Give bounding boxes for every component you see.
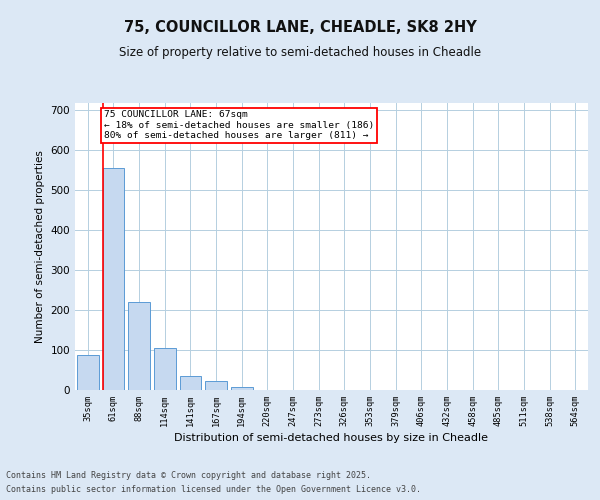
Bar [154, 348, 176, 390]
Text: 75 COUNCILLOR LANE: 67sqm
← 18% of semi-detached houses are smaller (186)
80% of: 75 COUNCILLOR LANE: 67sqm ← 18% of semi-… [104, 110, 374, 140]
Bar [128, 302, 150, 390]
Bar [205, 381, 227, 390]
Bar [103, 168, 124, 390]
X-axis label: Distribution of semi-detached houses by size in Cheadle: Distribution of semi-detached houses by … [175, 434, 488, 444]
Text: Contains public sector information licensed under the Open Government Licence v3: Contains public sector information licen… [6, 484, 421, 494]
Text: Size of property relative to semi-detached houses in Cheadle: Size of property relative to semi-detach… [119, 46, 481, 59]
Bar [77, 355, 99, 390]
Text: 75, COUNCILLOR LANE, CHEADLE, SK8 2HY: 75, COUNCILLOR LANE, CHEADLE, SK8 2HY [124, 20, 476, 35]
Text: Contains HM Land Registry data © Crown copyright and database right 2025.: Contains HM Land Registry data © Crown c… [6, 470, 371, 480]
Bar [179, 376, 202, 390]
Y-axis label: Number of semi-detached properties: Number of semi-detached properties [35, 150, 45, 342]
Bar [231, 387, 253, 390]
